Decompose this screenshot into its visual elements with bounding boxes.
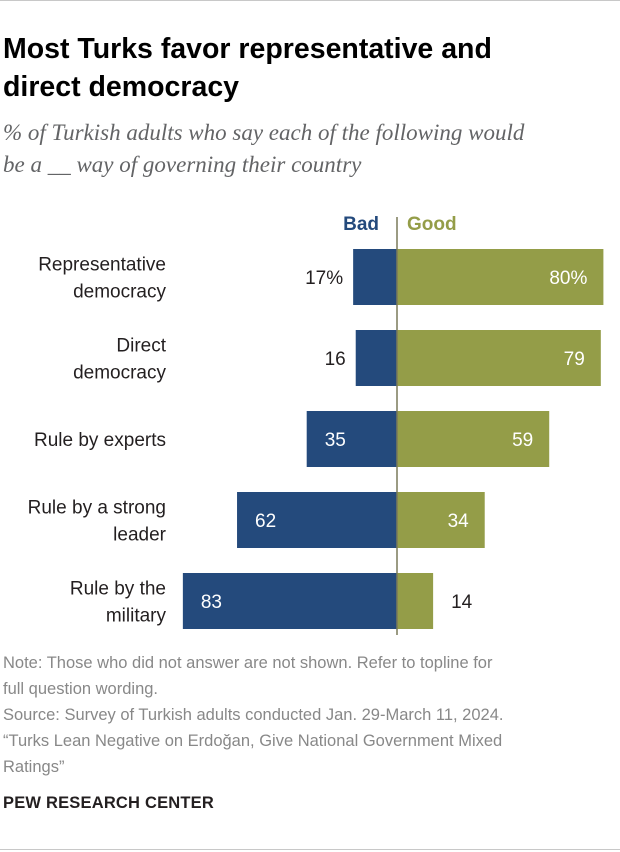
title-line-1: Most Turks favor representative and — [3, 33, 492, 65]
category-label: Rule by the military — [70, 579, 167, 627]
category-label: Rule by a strong leader — [28, 498, 167, 546]
data-label-good: 80% — [549, 268, 587, 289]
bar-good — [397, 573, 434, 629]
bottom-rule — [0, 849, 620, 850]
note-line-1: Note: Those who did not answer are not s… — [3, 654, 493, 672]
chart-subtitle: % of Turkish adults who say each of the … — [3, 117, 615, 181]
category-label: Rule by experts — [34, 430, 166, 451]
bar-bad — [353, 249, 397, 305]
category-label-line: democracy — [73, 363, 166, 384]
category-label: Direct democracy — [73, 336, 167, 384]
category-label-line: Representative — [38, 255, 166, 276]
category-label: Representative democracy — [38, 255, 166, 303]
bar-bad — [306, 411, 397, 467]
title-line-2: direct democracy — [3, 71, 240, 103]
data-label-good: 79 — [564, 349, 585, 370]
data-label-good: 14 — [451, 592, 473, 613]
data-label-bad: 62 — [255, 511, 276, 532]
bar-good — [397, 492, 485, 548]
category-label-line: military — [106, 606, 167, 627]
source-line-3: Ratings” — [3, 758, 65, 776]
bar-good — [397, 330, 601, 386]
bar-good — [397, 249, 604, 305]
data-label-bad: 83 — [201, 592, 222, 613]
note-line-2: full question wording. — [3, 680, 159, 698]
data-label-good: 34 — [448, 511, 470, 532]
category-label-line: Direct — [116, 336, 166, 357]
category-label-line: democracy — [73, 282, 166, 303]
source-line-1: Source: Survey of Turkish adults conduct… — [3, 706, 504, 724]
subtitle-line-2: be a __ way of governing their country — [3, 152, 362, 177]
subtitle-line-1: % of Turkish adults who say each of the … — [3, 120, 525, 145]
legend-bad: Bad — [343, 214, 379, 235]
notes-block: Note: Those who did not answer are not s… — [3, 650, 615, 780]
bar-good — [397, 411, 550, 467]
legend-good: Good — [407, 214, 457, 235]
category-label-line: leader — [113, 525, 166, 546]
bar-bad — [182, 573, 397, 629]
data-label-bad: 17% — [305, 268, 343, 289]
bar-bad — [237, 492, 397, 548]
category-label-line: Rule by experts — [34, 430, 166, 451]
category-label-line: Rule by a strong — [28, 498, 166, 519]
source-line-2: “Turks Lean Negative on Erdoğan, Give Na… — [3, 732, 503, 750]
bar-bad — [355, 330, 397, 386]
category-label-line: Rule by the — [70, 579, 166, 600]
top-rule — [0, 0, 620, 1]
data-label-bad: 35 — [325, 430, 346, 451]
diverging-bar-chart: Bad Good Representative democracy 17% 80% Dire… — [28, 214, 604, 635]
brand-footer: PEW RESEARCH CENTER — [3, 794, 214, 812]
chart-title: Most Turks favor representative and dire… — [3, 30, 613, 106]
data-label-good: 59 — [512, 430, 533, 451]
data-label-bad: 16 — [325, 349, 346, 370]
